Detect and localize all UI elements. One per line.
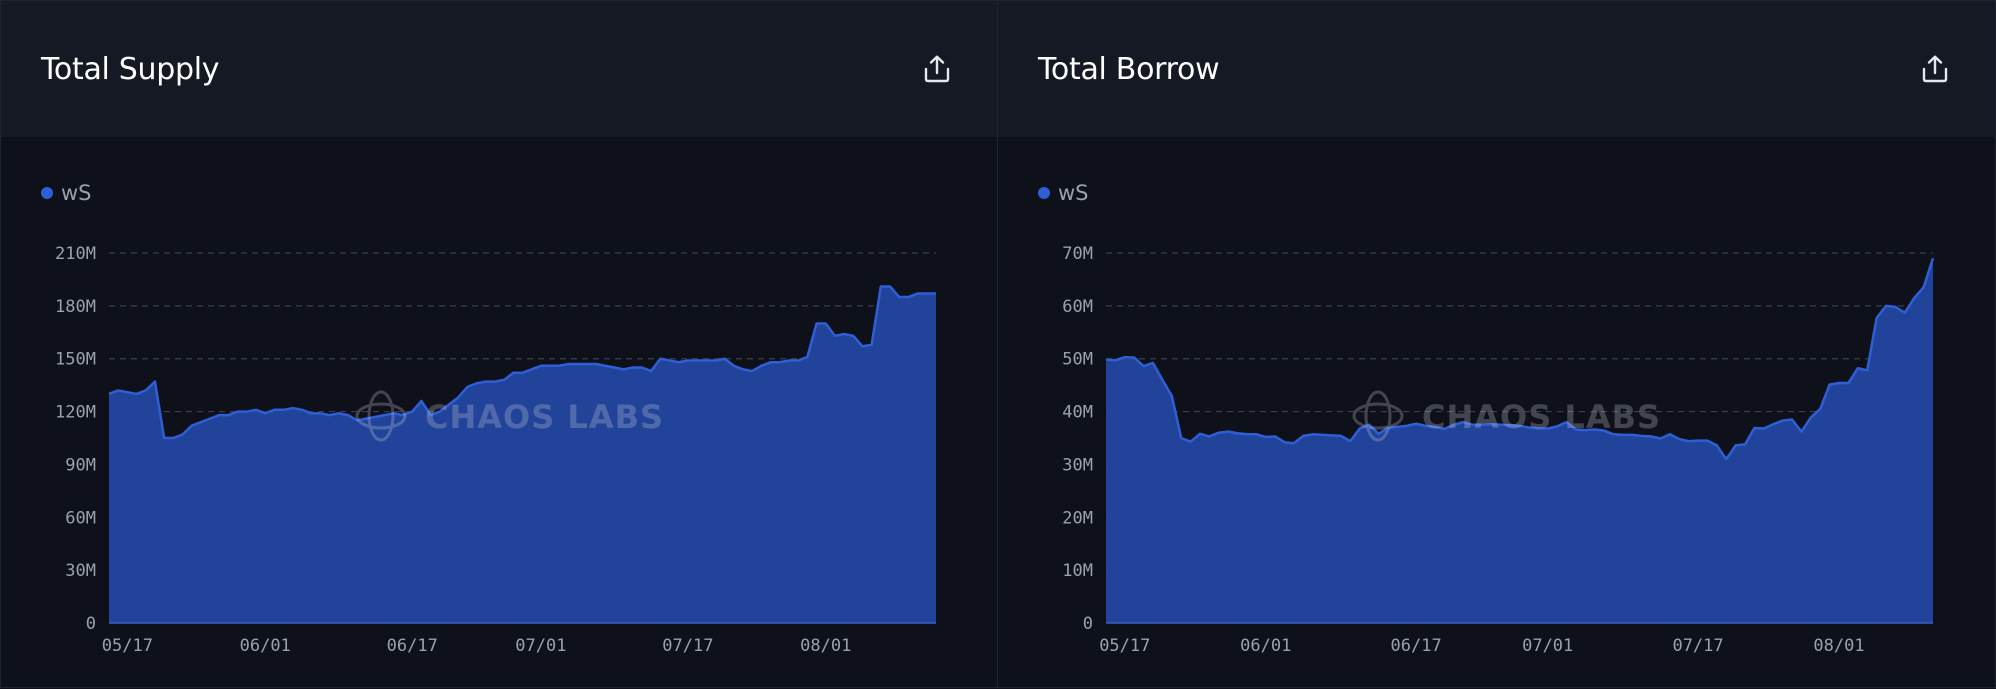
y-tick-label: 60M xyxy=(1062,297,1093,317)
series-area xyxy=(1106,258,1933,623)
legend-label: wS xyxy=(61,181,92,205)
watermark-text: CHAOS LABS xyxy=(1422,398,1661,436)
watermark-logo-icon xyxy=(355,402,407,430)
share-upload-icon xyxy=(924,55,950,83)
x-tick-label: 06/01 xyxy=(240,636,291,656)
x-tick-label: 08/01 xyxy=(1813,636,1864,656)
x-tick-label: 06/01 xyxy=(1240,636,1291,656)
x-tick-label: 07/01 xyxy=(515,636,566,656)
x-tick-label: 07/17 xyxy=(662,636,713,656)
y-tick-label: 60M xyxy=(65,508,96,528)
x-tick-label: 06/17 xyxy=(387,636,438,656)
watermark-logo-icon xyxy=(1352,402,1404,430)
panel-header: Total Supply xyxy=(1,1,997,137)
y-tick-label: 150M xyxy=(55,350,96,370)
panel-title: Total Supply xyxy=(41,51,220,87)
legend-label: wS xyxy=(1058,181,1089,205)
series-line xyxy=(108,285,936,440)
y-tick-label: 40M xyxy=(1062,403,1093,423)
y-tick-label: 90M xyxy=(65,455,96,475)
y-tick-label: 180M xyxy=(55,297,96,317)
total-supply-chart: 0 30M 60M 90M 120M 150M 180M 210M 05/17 06/01 06/1… xyxy=(55,244,936,656)
y-tick-label: 10M xyxy=(1062,561,1093,581)
watermark-logo-icon xyxy=(367,390,395,442)
y-tick-label: 210M xyxy=(55,244,96,264)
legend-dot xyxy=(1038,187,1050,199)
watermark-text: CHAOS LABS xyxy=(425,398,664,436)
y-tick-label: 30M xyxy=(1062,455,1093,475)
x-tick-label: 08/01 xyxy=(800,636,851,656)
export-button[interactable] xyxy=(1915,49,1955,89)
x-tick-label: 07/17 xyxy=(1672,636,1723,656)
share-upload-icon xyxy=(1922,55,1948,83)
chart-legend[interactable]: wS xyxy=(41,181,92,205)
y-tick-label: 20M xyxy=(1062,508,1093,528)
y-tick-label: 0 xyxy=(86,614,96,634)
y-tick-label: 0 xyxy=(1083,614,1093,634)
total-borrow-chart: 0 10M 20M 30M 40M 50M 60M 70M 05/17 06/01 06/17 07/… xyxy=(1062,244,1935,656)
total-borrow-panel: Total Borrow wS 0 10M 20M 30M 40M 50M 60M 70M 05… xyxy=(998,0,1996,688)
total-supply-panel: Total Supply wS 0 30M 60M 90M 120M 150M 180M 21… xyxy=(0,0,998,688)
panel-title: Total Borrow xyxy=(1038,51,1220,87)
y-tick-label: 70M xyxy=(1062,244,1093,264)
watermark: CHAOS LABS xyxy=(355,390,664,442)
y-tick-label: 120M xyxy=(55,403,96,423)
x-tick-label: 05/17 xyxy=(102,636,153,656)
watermark: CHAOS LABS xyxy=(1352,390,1661,442)
y-tick-label: 50M xyxy=(1062,350,1093,370)
export-button[interactable] xyxy=(917,49,957,89)
chart-legend[interactable]: wS xyxy=(1038,181,1089,205)
legend-dot xyxy=(41,187,53,199)
watermark-logo-icon xyxy=(1364,390,1392,442)
y-tick-label: 30M xyxy=(65,561,96,581)
panel-header: Total Borrow xyxy=(998,1,1995,137)
series-area xyxy=(109,286,936,623)
series-line xyxy=(1105,257,1935,461)
x-tick-label: 07/01 xyxy=(1522,636,1573,656)
x-tick-label: 06/17 xyxy=(1391,636,1442,656)
x-tick-label: 05/17 xyxy=(1099,636,1150,656)
